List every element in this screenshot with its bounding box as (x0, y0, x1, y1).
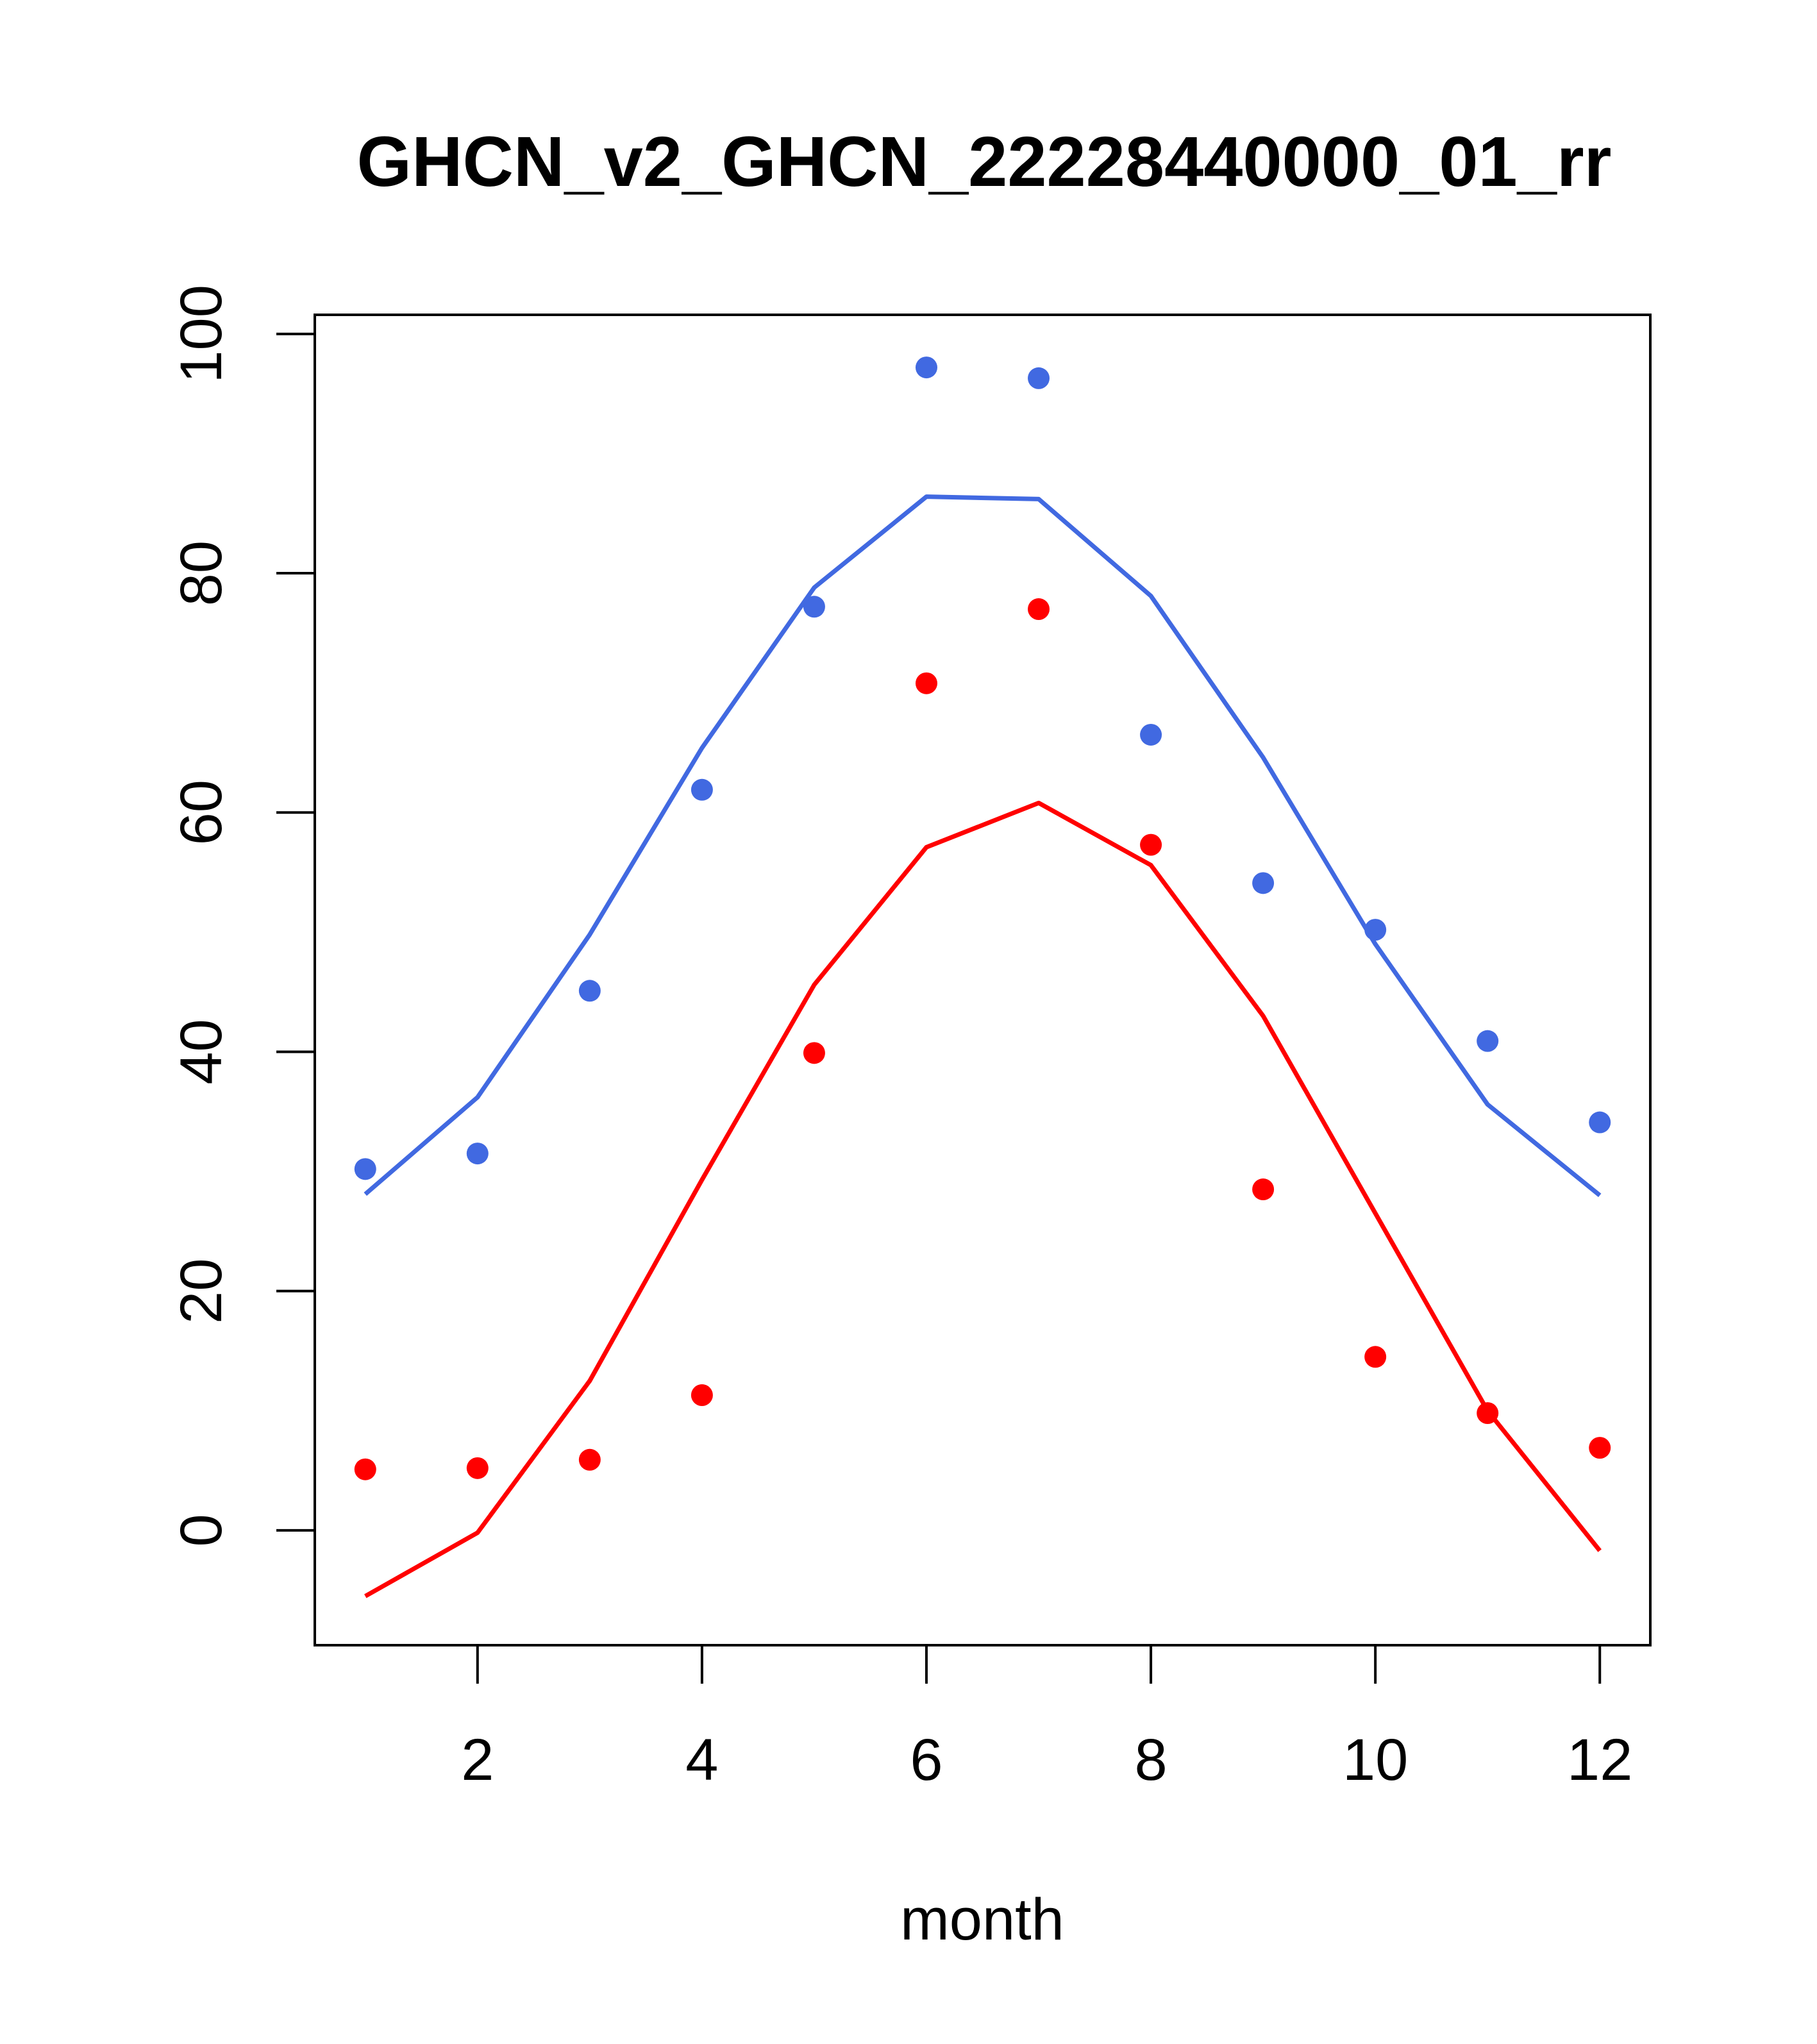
blue-point-month-4 (691, 778, 713, 801)
x-tick-label: 12 (1567, 1727, 1632, 1793)
x-tick-label: 2 (461, 1727, 494, 1793)
blue-point-month-5 (803, 596, 825, 618)
red-point-month-12 (1589, 1437, 1611, 1459)
y-tick-label: 80 (169, 540, 234, 606)
plot-frame (314, 314, 1652, 1646)
plot-series (354, 356, 1611, 1598)
x-tick-label: 8 (1134, 1727, 1167, 1793)
red-line-line (364, 800, 1602, 1598)
blue-point-month-11 (1477, 1030, 1499, 1052)
red-point-month-1 (354, 1458, 376, 1480)
blue-point-month-9 (1252, 872, 1275, 894)
red-point-month-6 (915, 672, 937, 694)
blue-point-month-12 (1589, 1111, 1611, 1134)
x-tick-label: 4 (685, 1727, 718, 1793)
y-tick-label: 20 (169, 1258, 234, 1323)
blue-point-month-8 (1140, 723, 1162, 746)
x-axis-label: month (900, 1887, 1064, 1952)
red-point-month-10 (1364, 1346, 1387, 1368)
blue-point-month-3 (578, 980, 601, 1002)
x-tick-label: 10 (1343, 1727, 1408, 1793)
red-point-month-9 (1252, 1178, 1275, 1201)
y-tick-label: 0 (169, 1514, 234, 1546)
y-axis: 0 20 40 60 80 100 (169, 285, 316, 1546)
red-point-month-5 (803, 1042, 825, 1064)
blue-line-line (364, 494, 1602, 1198)
blue-point-month-6 (915, 356, 937, 379)
red-point-month-7 (1028, 598, 1050, 621)
red-point-month-3 (578, 1448, 601, 1471)
red-point-month-4 (691, 1384, 713, 1407)
blue-point-month-1 (354, 1158, 376, 1180)
chart-title: GHCN_v2_GHCN_22228440000_01_rr (357, 122, 1612, 201)
x-axis: 2 4 6 8 10 12 (461, 1644, 1632, 1793)
blue-point-month-2 (466, 1143, 489, 1165)
y-tick-label: 100 (169, 285, 234, 383)
x-tick-label: 6 (910, 1727, 942, 1793)
blue-point-month-7 (1028, 367, 1050, 389)
y-tick-label: 60 (169, 780, 234, 845)
red-point-month-8 (1140, 834, 1162, 856)
red-point-month-2 (466, 1457, 489, 1479)
y-tick-label: 40 (169, 1019, 234, 1084)
